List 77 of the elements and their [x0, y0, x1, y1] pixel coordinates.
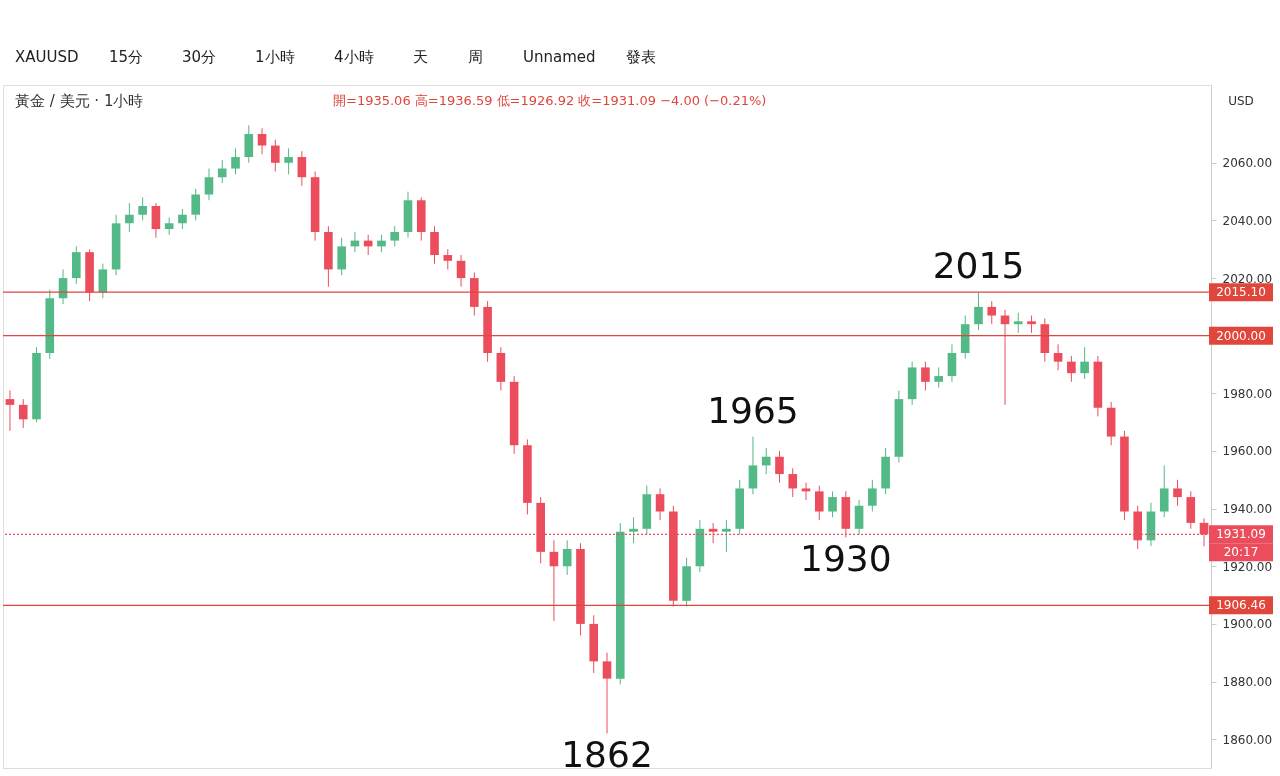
annotation: 2015	[932, 245, 1025, 287]
ref-line-label: 1906.46	[1216, 598, 1266, 613]
candlestick	[231, 147, 240, 175]
y-tick-label: 1900.00	[1222, 617, 1273, 632]
candlestick	[828, 490, 837, 518]
candlestick	[191, 188, 201, 221]
candlestick	[1080, 346, 1089, 380]
candlestick	[549, 539, 559, 622]
candlestick	[1053, 343, 1063, 371]
y-tick-label: 1920.00	[1222, 559, 1273, 574]
y-tick-label: 2040.00	[1222, 213, 1273, 228]
candlestick	[257, 127, 267, 155]
text: Unnamed	[523, 48, 596, 66]
candlestick	[430, 225, 439, 265]
candlestick	[921, 361, 930, 391]
candlestick	[5, 389, 15, 432]
y-tick-label: 1980.00	[1222, 386, 1273, 401]
ref-line-label: 2015.10	[1216, 285, 1266, 300]
candlestick	[987, 300, 997, 325]
candlestick	[775, 450, 784, 484]
y-tick-label: 2020.00	[1222, 271, 1273, 286]
candlestick	[284, 147, 293, 175]
candlestick	[562, 539, 572, 576]
candlestick	[151, 202, 161, 239]
candlestick	[390, 225, 400, 247]
candlestick	[125, 202, 134, 233]
candlestick	[138, 196, 147, 221]
candlestick	[934, 366, 943, 389]
candlestick	[814, 485, 824, 521]
annotation: 1862	[561, 734, 653, 776]
candlestick	[801, 482, 811, 501]
y-tick-label: 1940.00	[1222, 502, 1273, 517]
candlestick	[748, 436, 758, 495]
candlestick	[98, 263, 108, 299]
text: XAUUSD	[15, 48, 79, 66]
candlestick	[868, 479, 877, 513]
candlestick	[854, 499, 864, 536]
y-tick-label: 1960.00	[1222, 444, 1273, 459]
candlestick	[297, 150, 307, 187]
text: 開=1935.06 高=1936.59 低=1926.92 收=1931.09 −4.00 (−0.21%)	[333, 93, 767, 108]
candlestick	[602, 652, 612, 734]
text: 4小時	[334, 48, 374, 66]
text: 30分	[182, 48, 217, 66]
candlestick	[456, 254, 466, 288]
text: 周	[468, 48, 483, 66]
y-tick-label: 2060.00	[1222, 156, 1273, 171]
candlestick	[1159, 464, 1169, 518]
candlestick	[1067, 355, 1076, 383]
candlestick	[18, 398, 28, 429]
candlestick	[629, 516, 638, 544]
y-tick-label: 1880.00	[1222, 675, 1273, 690]
text: 天	[413, 48, 428, 66]
annotation: 1965	[707, 389, 799, 431]
candlestick	[974, 291, 983, 331]
y-axis-title: USD	[1228, 94, 1254, 108]
candlestick	[1013, 312, 1023, 334]
y-tick-label: 1860.00	[1222, 732, 1273, 747]
annotation: 1930	[800, 538, 892, 580]
candlestick	[244, 124, 254, 164]
text: 15分	[109, 48, 144, 66]
ref-line-label: 1931.09 20:17	[1216, 527, 1266, 560]
candlestick	[271, 139, 280, 172]
candlestick	[655, 487, 665, 521]
candlestick	[722, 519, 731, 553]
candlestick	[443, 248, 453, 270]
candlestick	[788, 467, 798, 498]
candlestick	[178, 208, 187, 230]
text: 發表	[626, 48, 656, 66]
candlestick	[337, 237, 346, 276]
candlestick	[217, 159, 227, 184]
candlestick	[761, 447, 771, 475]
candlestick	[947, 343, 957, 383]
text: 1小時	[255, 48, 295, 66]
ref-line-label: 2000.00	[1216, 328, 1266, 343]
candlestick	[1173, 479, 1182, 507]
candlestick	[204, 168, 214, 201]
text: 黃金 / 美元 · 1小時	[15, 92, 144, 110]
